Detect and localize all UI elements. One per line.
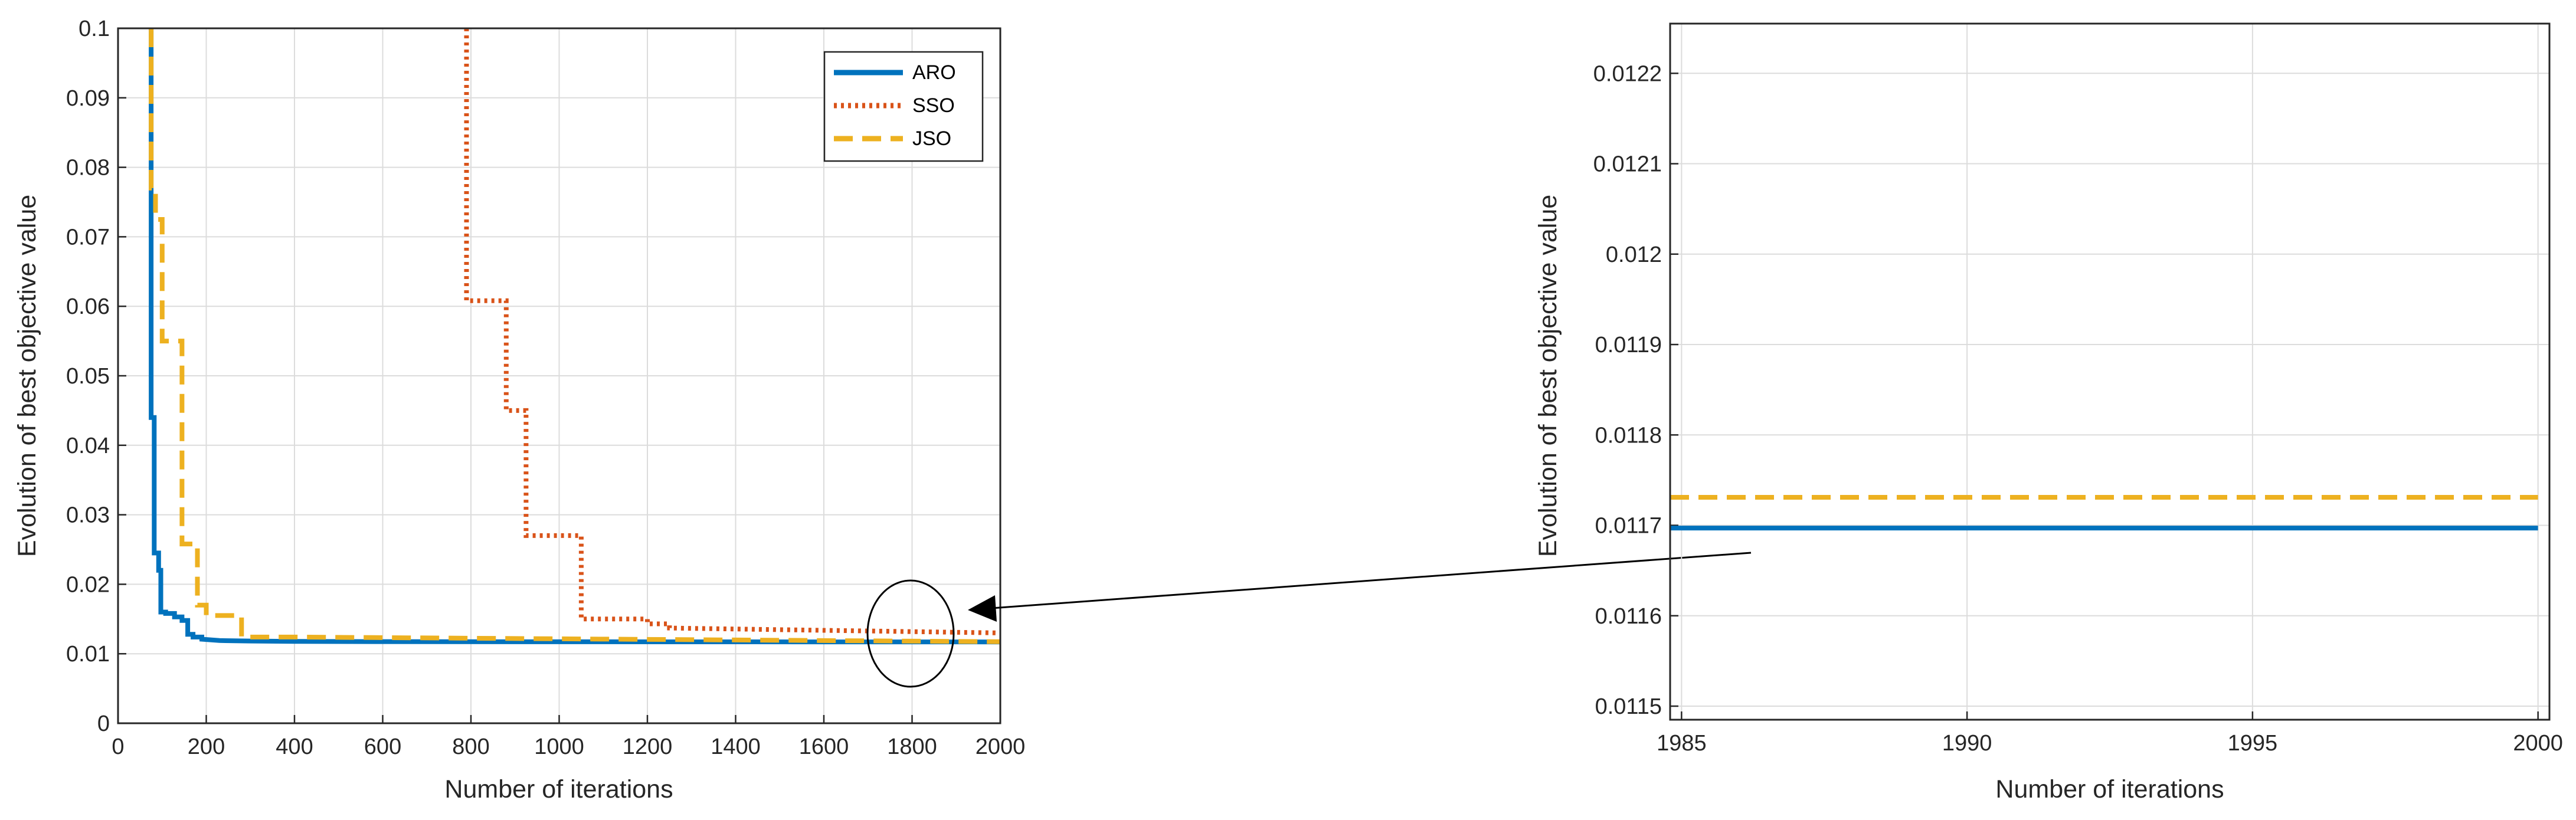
legend-label-jso: JSO xyxy=(912,127,951,150)
y-tick-label: 0.0116 xyxy=(1595,604,1662,629)
zoom-annotation xyxy=(866,552,1752,688)
legend-label-sso: SSO xyxy=(912,94,955,117)
y-tick-labels: 0.0115 0.0116 0.0117 0.0118 0.0119 0.012 0.012… xyxy=(1593,61,1662,719)
zoomed-convergence-chart: 1985 1990 1995 2000 0.01150.01160.01170.011… xyxy=(1534,22,2563,803)
legend: ARO SSO JSO xyxy=(823,51,984,162)
series-lines xyxy=(1670,495,2538,531)
y-tick-label: 0.0118 xyxy=(1595,423,1662,448)
x-tick-label: 2000 xyxy=(976,734,1026,759)
y-tick-label: 0.012 xyxy=(1606,242,1662,267)
x-tick-label: 1400 xyxy=(711,734,761,759)
x-tick-label: 0 xyxy=(112,734,124,759)
y-tick-label: 0.04 xyxy=(66,434,110,458)
x-tick-label: 200 xyxy=(188,734,225,759)
x-tick-label: 1995 xyxy=(2228,731,2278,756)
series-line-jso xyxy=(149,28,1000,644)
x-tick-label: 1985 xyxy=(1657,731,1707,756)
y-tick-label: 0.0121 xyxy=(1593,152,1662,177)
y-tick-label: 0.0122 xyxy=(1593,61,1662,86)
x-tick-label: 1990 xyxy=(1942,731,1992,756)
x-tick-label: 1600 xyxy=(799,734,849,759)
y-tick-label: 0.09 xyxy=(66,86,110,111)
main-convergence-chart: 0 200 400 600 800 1000 1200 1400 1600 1800 2000 00… xyxy=(13,17,1025,803)
x-tick-label: 1800 xyxy=(887,734,937,759)
plot-area-frame xyxy=(1669,22,2551,721)
y-tick-label: 0.06 xyxy=(66,294,110,319)
legend-label-aro: ARO xyxy=(912,61,956,84)
y-tick-label: 0.08 xyxy=(66,156,110,181)
x-tick-label: 800 xyxy=(452,734,489,759)
plot-area-frame xyxy=(117,27,1001,724)
x-tick-label: 400 xyxy=(276,734,313,759)
x-axis-label: Number of iterations xyxy=(444,775,673,803)
y-tick-label: 0.1 xyxy=(78,17,110,41)
y-axis-label: Evolution of best objective value xyxy=(13,195,41,557)
x-tick-label: 1000 xyxy=(534,734,584,759)
y-tick-label: 0.02 xyxy=(66,572,110,597)
series-lines xyxy=(149,28,1000,645)
zoom-arrow-head xyxy=(968,595,997,622)
y-tick-label: 0.0119 xyxy=(1595,333,1662,357)
y-tick-label: 0.07 xyxy=(66,225,110,250)
series-line-aro xyxy=(149,28,1000,645)
grid-lines xyxy=(1670,24,2549,720)
y-tick-labels: 0 0.01 0.02 0.03 0.04 0.05 0.06 0.07 0.08 0.09 0.1 xyxy=(66,17,110,736)
series-line-sso xyxy=(464,28,1000,635)
y-tick-label: 0.05 xyxy=(66,364,110,389)
y-tick-label: 0 xyxy=(97,711,110,736)
x-tick-labels: 0 200 400 600 800 1000 1200 1400 1600 1800 2000 xyxy=(112,734,1025,759)
zoom-arrow-line xyxy=(991,552,1752,609)
x-tick-labels: 1985 1990 1995 2000 xyxy=(1657,731,2563,756)
y-tick-label: 0.01 xyxy=(66,642,110,667)
x-tick-label: 2000 xyxy=(2513,731,2563,756)
x-tick-label: 600 xyxy=(364,734,401,759)
y-tick-label: 0.0117 xyxy=(1595,514,1662,539)
x-tick-label: 1200 xyxy=(623,734,673,759)
y-axis-label: Evolution of best objective value xyxy=(1534,195,1562,557)
y-tick-label: 0.03 xyxy=(66,503,110,528)
y-tick-label: 0.0115 xyxy=(1595,694,1662,719)
zoom-region-ellipse xyxy=(866,579,955,688)
x-axis-label: Number of iterations xyxy=(1995,775,2224,803)
